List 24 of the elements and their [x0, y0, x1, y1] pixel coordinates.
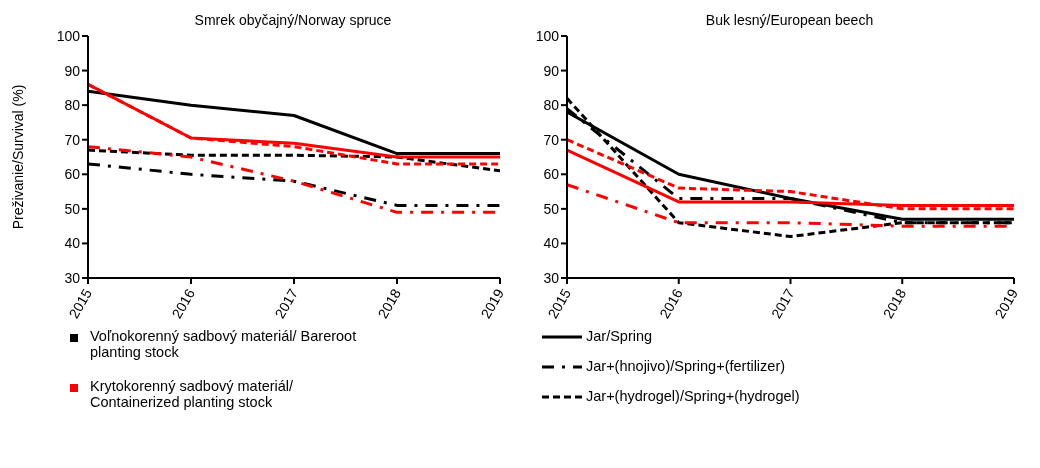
chart-title: Smrek obyčajný/Norway spruce [193, 12, 393, 28]
text: Voľnokorenný sadbový materiál/ Bareroot planting stock [90, 328, 358, 360]
y-tick-label: 70 [64, 131, 81, 148]
text: Krytokorenný sadbový materiál/ Containerized planting stock [90, 378, 295, 410]
y-tick-label: 50 [543, 200, 560, 217]
y-tick-label: 40 [64, 235, 81, 252]
text: Jar+(hydrogel)/Spring+(hydrogel) [586, 388, 801, 404]
y-tick-label: 80 [64, 97, 81, 114]
text: Jar+(hnojivo)/Spring+(fertilizer) [586, 358, 787, 374]
y-tick-label: 70 [543, 131, 560, 148]
y-tick-label: 30 [543, 269, 560, 286]
y-tick-label: 60 [64, 166, 81, 183]
y-tick-label: 40 [543, 235, 560, 252]
text: Jar/Spring [586, 328, 654, 344]
y-tick-label: 100 [56, 27, 81, 44]
y-tick-label: 60 [543, 166, 560, 183]
y-tick-label: 50 [64, 200, 81, 217]
y-tick-label: 90 [543, 62, 560, 79]
y-tick-label: 90 [64, 62, 81, 79]
chart-title: Buk lesný/European beech [704, 12, 875, 28]
y-tick-label: 100 [535, 27, 560, 44]
y-tick-label: 80 [543, 97, 560, 114]
y-tick-label: 30 [64, 269, 81, 286]
y-axis-title: Preživanie/Survival (%) [9, 84, 26, 230]
